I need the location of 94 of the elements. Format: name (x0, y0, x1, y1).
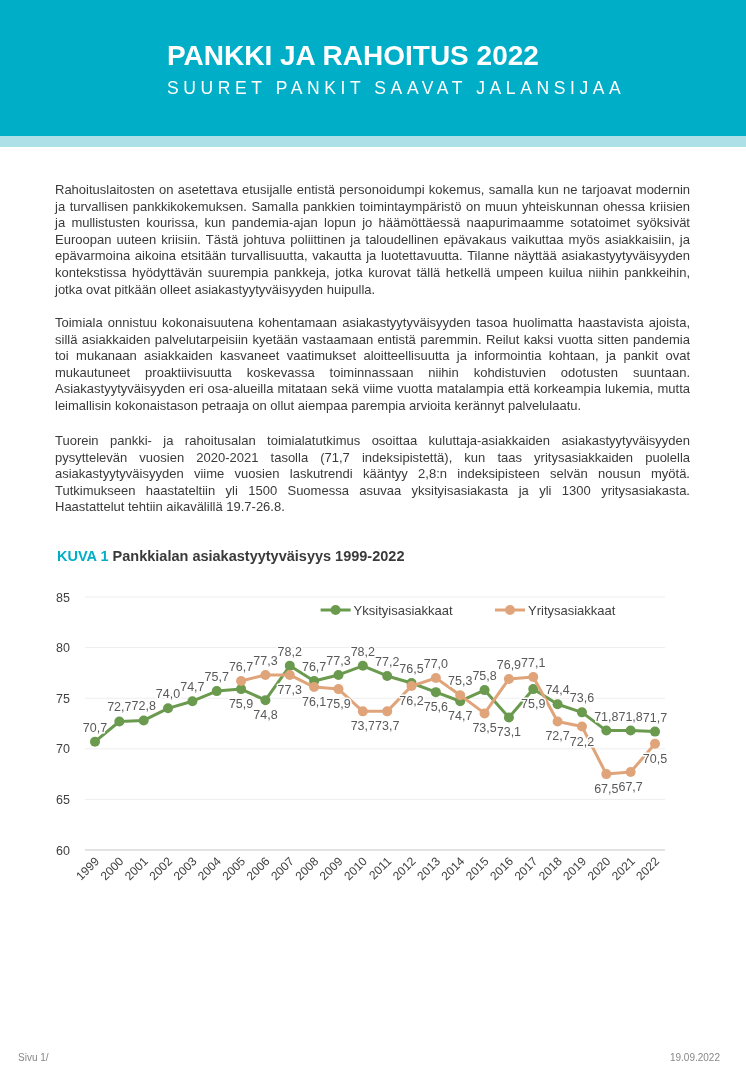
data-label: 73,6 (569, 691, 595, 706)
text: Toimiala onnistuu kokonaisuutena kohentamaan asiakastyytyväisyyden tasoa huolimatta haastavista ajoista, sillä asiakkaiden palvelutarpeisiin kyetään vastaamaan entistä paremmin. Reilut kaksi vuotta sitten pandemia toi mukanaan asiakkaiden kasvaneet vaatimukset aloitteellisuutta ja informointia kohtaan, ja pankit ovat mukautuneet proaktiivisuutta koskevassa toiminnassaan niihin kohdistuvien odotusten suuntaan. Asiakastyytyväisyyden eri osa-alueilla mitataan sekä viime vuotta matalampia että korkeampia lukemia, mutta leimallisin kokonaistason petraaja on ollut aiempaa parempia arvioita kerännyt palvelulaatu. (55, 315, 690, 415)
text: Tuorein pankki- ja rahoitusalan toimialatutkimus osoittaa kuluttaja-asiakkaiden asiakastyytyväisyyden pysyttelevän vuosien 2020-2021 tasolla (71,7 indeksipistettä), kun taas yritysasiakkaiden puolella asiakastyytyväisyyden viime vuosien laskutrendi kääntyy 2,8:n indeksipisteen selvän nousun myötä. Tutkimukseen haastateltiin yli 1500 Suomessa asuvaa yksityisasiakasta ja yli 1300 yritysasiakasta. Haastattelut tehtiin aikavälillä 19.7-26.8. (55, 433, 690, 516)
text: SUURET PANKIT SAAVAT JALANSIJAA (167, 78, 626, 99)
y-tick-label: 70 (56, 742, 71, 757)
data-label: 77,2 (375, 654, 400, 669)
point (211, 686, 222, 697)
data-label: 76,7 (301, 660, 327, 674)
point (138, 715, 149, 726)
data-label: 73,7 (375, 719, 400, 734)
data-label: 70,7 (82, 720, 108, 735)
data-label: 77,0 (423, 656, 449, 671)
data-label: 75,8 (472, 669, 497, 684)
point (528, 684, 539, 695)
point (503, 673, 514, 684)
point (528, 671, 539, 682)
data-label: 72,7 (545, 729, 570, 744)
legend-label: Yksityisasiakkaat (353, 602, 453, 618)
data-label: 72,7 (107, 700, 132, 715)
data-label: 71,7 (642, 710, 668, 725)
data-label: 73,5 (472, 721, 497, 736)
data-label: 78,2 (277, 644, 302, 659)
data-label: 73,1 (496, 725, 522, 740)
text: 19.09.2022 (669, 1052, 720, 1063)
y-tick-label: 85 (56, 590, 71, 605)
point (601, 769, 612, 780)
point (625, 725, 636, 736)
point (114, 716, 125, 727)
legend-label: Yritysasiakkaat (528, 602, 616, 618)
text: PANKKI JA RAHOITUS 2022 (167, 40, 539, 72)
point (576, 707, 587, 718)
y-tick-label: 60 (56, 843, 71, 858)
point (479, 708, 490, 719)
point (333, 669, 344, 680)
data-label: 71,8 (594, 709, 619, 724)
data-label: 76,9 (496, 657, 522, 672)
point (284, 669, 295, 680)
data-label: 77,3 (326, 653, 351, 668)
point (625, 767, 636, 778)
point (650, 738, 660, 749)
data-label: 74,8 (253, 708, 278, 723)
data-label: 67,5 (594, 782, 619, 797)
point (309, 682, 320, 693)
point (236, 676, 247, 686)
data-label: 74,7 (448, 709, 473, 724)
point (187, 696, 198, 707)
data-label: 67,7 (618, 780, 643, 795)
point (357, 706, 368, 717)
y-tick-label: 80 (56, 641, 71, 656)
data-label: 76,5 (399, 662, 424, 677)
data-label: 74,4 (545, 683, 570, 698)
text: Sivu 1/ (18, 1052, 49, 1063)
point (576, 721, 587, 732)
point (357, 660, 368, 671)
data-label: 76,7 (228, 660, 254, 674)
chart-title: KUVA 1 Pankkialan asiakastyytyväisyys 1999-2022 (57, 548, 405, 564)
point (260, 669, 271, 680)
data-label: 75,9 (326, 697, 351, 712)
data-label: 70,5 (642, 751, 668, 766)
y-tick-label: 75 (56, 691, 71, 706)
data-label: 78,2 (350, 644, 376, 659)
data-label: 73,7 (350, 719, 376, 734)
data-label: 75,6 (423, 700, 449, 715)
point (284, 660, 295, 671)
data-label: 75,9 (228, 697, 254, 712)
point (260, 695, 271, 706)
point (430, 672, 441, 683)
point (90, 736, 100, 747)
point (552, 716, 563, 727)
data-label: 77,1 (521, 655, 546, 670)
data-label: 75,9 (521, 697, 546, 712)
point (163, 703, 174, 714)
data-label: 76,2 (399, 694, 424, 709)
point (430, 687, 441, 698)
point (601, 725, 612, 736)
data-label: 75,7 (204, 670, 229, 685)
point (382, 706, 393, 717)
point (650, 726, 660, 737)
point (479, 685, 490, 696)
data-label: 71,8 (618, 709, 643, 724)
data-label: 76,1 (301, 695, 327, 710)
point (382, 670, 393, 681)
point (333, 684, 344, 695)
text: Rahoituslaitosten on asetettava etusijalle entistä personoidumpi kokemus, samalla kun ne tarjoavat modernin ja turvallisen pankkikokemuksen. Samalla pankkien toimintaympäristö on muun yhteiskunnan ohessa kriisien ja mullistusten kourissa, kun pandemia-ajan lopun jo häämöttäessä naapurimaamme sotatoimet syöksivät Euroopan uuteen kriisiin. Tästä johtuva poliittinen ja taloudellinen epävakaus vaikuttaa myös asiakkaisiin, ja epävarmoina aikoina etsitään turvallisuutta, vakautta ja luotettavuutta. Tilanne näyttää asiakastyytyväisyyden kontekstissa hyödyttävän suurempia pankkeja, jotka kurovat tällä hetkellä umpeen kuilua niihin pankkeihin, jotka ovat pitkään olleet asiakastyytyväisyyden huipulla. (55, 182, 690, 299)
point (552, 699, 563, 710)
data-label: 77,3 (253, 653, 278, 668)
y-tick-label: 65 (56, 792, 71, 807)
point (503, 712, 514, 723)
data-label: 74,7 (180, 680, 205, 695)
data-label: 77,3 (277, 682, 302, 697)
data-label: 75,3 (448, 674, 473, 689)
data-label: 74,0 (155, 687, 181, 702)
point (455, 690, 466, 701)
data-label: 72,8 (131, 699, 156, 714)
